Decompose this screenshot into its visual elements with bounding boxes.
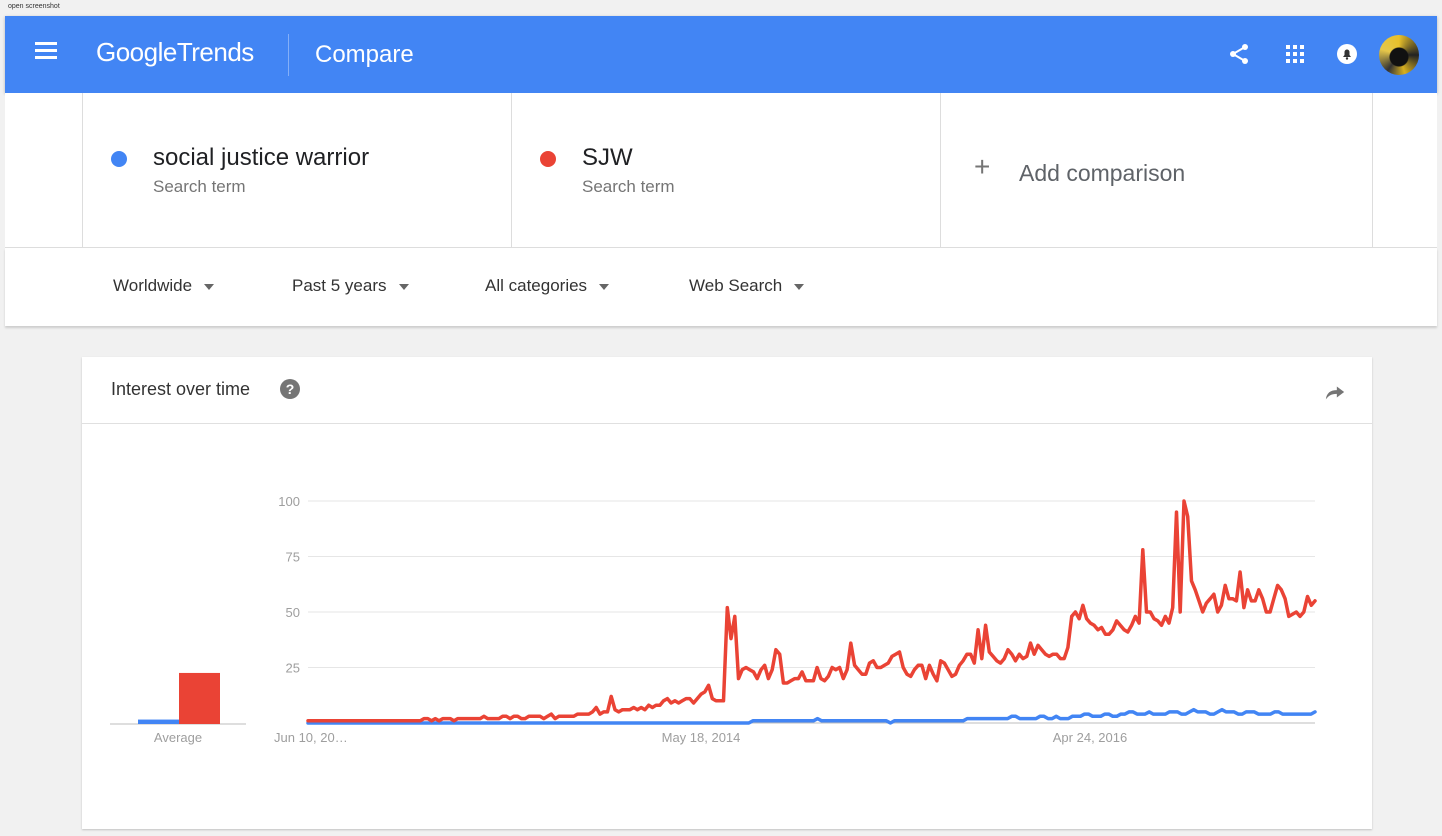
x-tick-label: Apr 24, 2016: [1053, 730, 1127, 745]
add-comparison-label: Add comparison: [1019, 160, 1186, 186]
average-bar: [179, 672, 220, 724]
menu-icon[interactable]: [35, 42, 57, 60]
chevron-down-icon: [398, 283, 409, 290]
interest-chart: 25 50 75 100 Average Jun 10, 20… May 18, 2014 A…: [110, 494, 1317, 745]
average-bar: [138, 719, 179, 724]
google-trends-logo[interactable]: GoogleTrends: [96, 37, 254, 68]
filters-bar: Worldwide Past 5 years All categories We…: [5, 248, 1437, 326]
logo-google: Google: [96, 37, 177, 67]
search-type-filter[interactable]: Web Search: [689, 276, 805, 296]
page-title: Compare: [315, 41, 414, 68]
term-name-1: social justice warrior: [153, 144, 370, 171]
time-filter-label: Past 5 years: [292, 276, 387, 295]
app-header: GoogleTrends Compare: [5, 16, 1437, 93]
term-type-2: Search term: [582, 177, 675, 196]
screenshot-caption: open screenshot: [8, 3, 60, 10]
help-icon[interactable]: ?: [280, 379, 300, 399]
chevron-down-icon: [204, 283, 215, 290]
interest-over-time-card: Interest over time ? 25 50 75 100 Average Jun…: [82, 357, 1372, 829]
region-filter[interactable]: Worldwide: [113, 276, 215, 296]
term-name-2: SJW: [582, 144, 633, 171]
add-comparison-button[interactable]: + Add comparison: [940, 93, 1373, 247]
search-type-filter-label: Web Search: [689, 276, 783, 295]
chevron-down-icon: [599, 283, 610, 290]
share-icon[interactable]: [1225, 40, 1253, 68]
term-card-2[interactable]: SJW Search term: [511, 93, 941, 247]
chevron-down-icon: [794, 283, 805, 290]
series-line-1: [306, 707, 1317, 725]
time-filter[interactable]: Past 5 years: [292, 276, 409, 296]
notifications-icon[interactable]: [1333, 40, 1361, 68]
share-arrow-icon[interactable]: [1324, 381, 1346, 403]
term-color-dot-1: [111, 151, 127, 167]
average-label: Average: [154, 730, 202, 745]
logo-trends: Trends: [176, 37, 254, 67]
series-line-2: [306, 499, 1317, 723]
x-tick-label: Jun 10, 20…: [274, 730, 348, 745]
y-tick-label: 50: [286, 605, 300, 620]
term-color-dot-2: [540, 151, 556, 167]
y-tick-label: 75: [286, 550, 300, 565]
term-card-1[interactable]: social justice warrior Search term: [82, 93, 512, 247]
x-tick-label: May 18, 2014: [662, 730, 741, 745]
card-divider: [82, 423, 1372, 424]
category-filter[interactable]: All categories: [485, 276, 610, 296]
header-divider: [288, 34, 289, 76]
y-tick-label: 100: [278, 494, 300, 509]
plus-icon: +: [974, 151, 991, 182]
apps-icon[interactable]: [1281, 40, 1309, 68]
region-filter-label: Worldwide: [113, 276, 193, 295]
avatar[interactable]: [1379, 35, 1419, 75]
category-filter-label: All categories: [485, 276, 588, 295]
search-terms-bar: social justice warrior Search term SJW S…: [5, 93, 1437, 248]
term-type-1: Search term: [153, 177, 246, 196]
card-title: Interest over time: [111, 379, 251, 399]
y-tick-label: 25: [286, 661, 300, 676]
